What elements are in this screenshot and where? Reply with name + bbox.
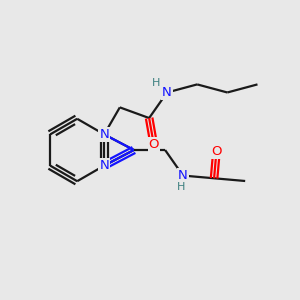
Text: N: N <box>99 159 109 172</box>
Text: O: O <box>211 146 222 158</box>
Text: H: H <box>152 78 160 88</box>
Text: N: N <box>99 128 109 141</box>
Text: N: N <box>162 86 172 99</box>
Text: N: N <box>178 169 188 182</box>
Text: H: H <box>177 182 186 192</box>
Text: O: O <box>148 138 159 151</box>
